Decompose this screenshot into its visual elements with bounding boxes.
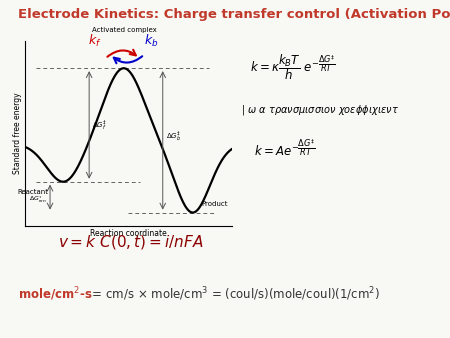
Text: $k_b$: $k_b$ [144, 33, 158, 49]
Text: Electrode Kinetics: Charge transfer control (Activation Polarization): Electrode Kinetics: Charge transfer cont… [18, 8, 450, 21]
Text: $\Delta G_{rxn}^{\circ}$: $\Delta G_{rxn}^{\circ}$ [29, 195, 47, 205]
Y-axis label: Standard free energy: Standard free energy [13, 93, 22, 174]
Text: $k_f$: $k_f$ [88, 33, 102, 49]
Text: Reactant: Reactant [17, 189, 48, 195]
Text: Activated complex: Activated complex [92, 27, 157, 33]
Text: $k = A e^{-\dfrac{\Delta G^{\ddagger}}{RT}}$: $k = A e^{-\dfrac{\Delta G^{\ddagger}}{R… [254, 139, 316, 159]
Text: $|\ \it{\omega\ \alpha\ \tau\rho\alpha\nu\sigma\mu\iota\sigma\sigma\iota o\nu\ \: $|\ \it{\omega\ \alpha\ \tau\rho\alpha\n… [241, 103, 399, 117]
Text: = cm/s $\times$ mole/cm$^3$ = (coul/s)(mole/coul)(1/cm$^2$): = cm/s $\times$ mole/cm$^3$ = (coul/s)(m… [88, 286, 380, 303]
X-axis label: Reaction coordinate: Reaction coordinate [90, 229, 166, 238]
Text: $\Delta G_f^{\ddagger}$: $\Delta G_f^{\ddagger}$ [92, 118, 107, 132]
Text: mole/cm$^2$-s: mole/cm$^2$-s [18, 286, 93, 303]
Text: $k = \kappa \dfrac{k_B T}{h}\ e^{-\dfrac{\Delta G^{\ddagger}}{RT}}$: $k = \kappa \dfrac{k_B T}{h}\ e^{-\dfrac… [250, 52, 336, 82]
Text: $v = k\ C(0,t) = i/nFA$: $v = k\ C(0,t) = i/nFA$ [58, 233, 204, 251]
Text: $\Delta G_b^{\ddagger}$: $\Delta G_b^{\ddagger}$ [166, 129, 180, 143]
Text: Product: Product [202, 201, 228, 207]
